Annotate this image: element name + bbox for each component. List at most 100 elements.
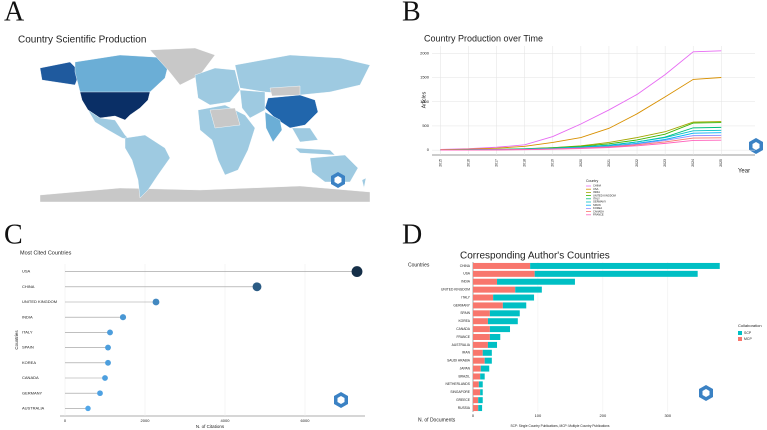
legend-label: MCP — [744, 337, 752, 341]
legend-label: SCP — [744, 331, 752, 335]
legend-label: CANADA — [593, 209, 604, 213]
region — [39, 61, 81, 86]
x-tick-label: 0 — [64, 418, 67, 423]
x-tick-label: 2017 — [495, 159, 499, 167]
region — [309, 154, 359, 183]
bar-segment — [534, 270, 698, 277]
y-axis-label: Articles — [421, 91, 427, 108]
panel-letter: A — [4, 0, 25, 27]
bar-segment — [473, 326, 490, 333]
y-tick-label: SPAIN — [22, 345, 34, 350]
y-tick-label: 500 — [422, 123, 429, 128]
bar-segment — [473, 270, 535, 277]
lollipop-dot — [107, 329, 113, 336]
legend-label: SPAIN — [593, 203, 601, 207]
bar-segment — [489, 310, 520, 317]
region — [294, 147, 336, 156]
bar-segment — [478, 381, 483, 388]
logo — [334, 392, 348, 408]
x-axis-label: Year — [738, 169, 750, 175]
world-map — [39, 47, 371, 203]
y-tick-label: RUSSIA — [458, 406, 471, 410]
x-tick-label: 2021 — [607, 159, 611, 167]
bar-segment — [482, 349, 492, 356]
y-tick-label: CHINA — [22, 284, 35, 289]
region — [194, 67, 241, 106]
lollipop-dot — [105, 344, 111, 351]
bar-segment — [473, 294, 494, 301]
region — [361, 177, 367, 189]
x-tick-label: 0 — [472, 413, 475, 418]
legend-label: USA — [593, 187, 599, 191]
logo — [699, 385, 713, 401]
y-tick-label: USA — [22, 269, 31, 274]
bar-segment — [473, 357, 485, 364]
bar-segment — [530, 262, 720, 269]
region — [234, 54, 371, 96]
bar-segment — [502, 302, 527, 309]
lollipop-dot — [351, 266, 363, 278]
y-tick-label: BRAZIL — [458, 374, 470, 378]
y-tick-label: INDIA — [22, 314, 33, 319]
region — [124, 134, 171, 199]
lollipop-dot — [119, 314, 127, 321]
region — [209, 107, 241, 129]
x-tick-label: 200 — [600, 413, 607, 418]
region — [239, 89, 266, 119]
y-tick-label: ITALY — [461, 295, 470, 299]
lollipop-dot — [97, 390, 103, 397]
region — [74, 54, 171, 96]
x-axis-label: N. of Citations — [196, 424, 225, 429]
chart-title: Most Cited Countries — [20, 250, 72, 256]
bar-segment — [473, 349, 483, 356]
bar-segment — [473, 373, 481, 380]
panel-letter: D — [402, 219, 422, 250]
y-tick-label: USA — [463, 272, 471, 276]
x-axis-label: N. of Documents — [418, 417, 456, 423]
y-tick-label: JAPAN — [460, 366, 471, 370]
legend-label: ITALY — [593, 196, 600, 200]
bar-segment — [487, 318, 518, 325]
y-tick-label: 0 — [427, 147, 430, 152]
legend-label: UNITED KINGDOM — [593, 193, 616, 197]
bar-segment — [473, 278, 498, 285]
y-tick-label: NETHERLANDS — [445, 382, 470, 386]
legend-label: KOREA — [593, 206, 602, 210]
bar-segment — [478, 397, 483, 404]
x-tick-label: 2019 — [551, 159, 555, 167]
x-tick-label: 2022 — [635, 159, 639, 167]
series-line — [440, 139, 722, 151]
y-tick-label: GERMANY — [453, 303, 470, 307]
y-tick-label: GREECE — [456, 398, 471, 402]
bar-segment — [480, 373, 485, 380]
bar-segment — [473, 389, 481, 396]
y-tick-label: FRANCE — [456, 335, 470, 339]
y-tick-label: GERMANY — [22, 390, 43, 395]
legend-title: Collaboration — [738, 323, 762, 328]
bar-segment — [480, 389, 483, 396]
legend-title: Country — [586, 179, 599, 183]
y-tick-label: 2000 — [420, 50, 430, 55]
y-tick-label: CHINA — [460, 264, 471, 268]
bar-segment — [493, 294, 535, 301]
y-tick-label: KOREA — [458, 319, 470, 323]
bar-segment — [473, 302, 503, 309]
bar-segment — [484, 357, 492, 364]
lollipop-dot — [85, 405, 91, 412]
logo — [331, 172, 345, 188]
x-tick-label: 2000 — [141, 418, 151, 423]
y-tick-label: UNITED KINGDOM — [22, 299, 57, 304]
x-tick-label: 4000 — [221, 418, 231, 423]
x-tick-label: 2018 — [523, 159, 527, 167]
y-tick-label: CANADA — [22, 375, 39, 380]
lollipop-dot — [105, 359, 111, 366]
y-tick-label: INDIA — [461, 280, 471, 284]
series-line — [440, 50, 722, 150]
bar-segment — [473, 397, 479, 404]
x-tick-label: 2025 — [719, 159, 723, 167]
region — [197, 104, 256, 176]
bar-segment — [473, 318, 488, 325]
x-tick-label: 2020 — [579, 159, 583, 167]
legend-label: FRANCE — [593, 212, 604, 216]
bar-segment — [489, 334, 501, 340]
